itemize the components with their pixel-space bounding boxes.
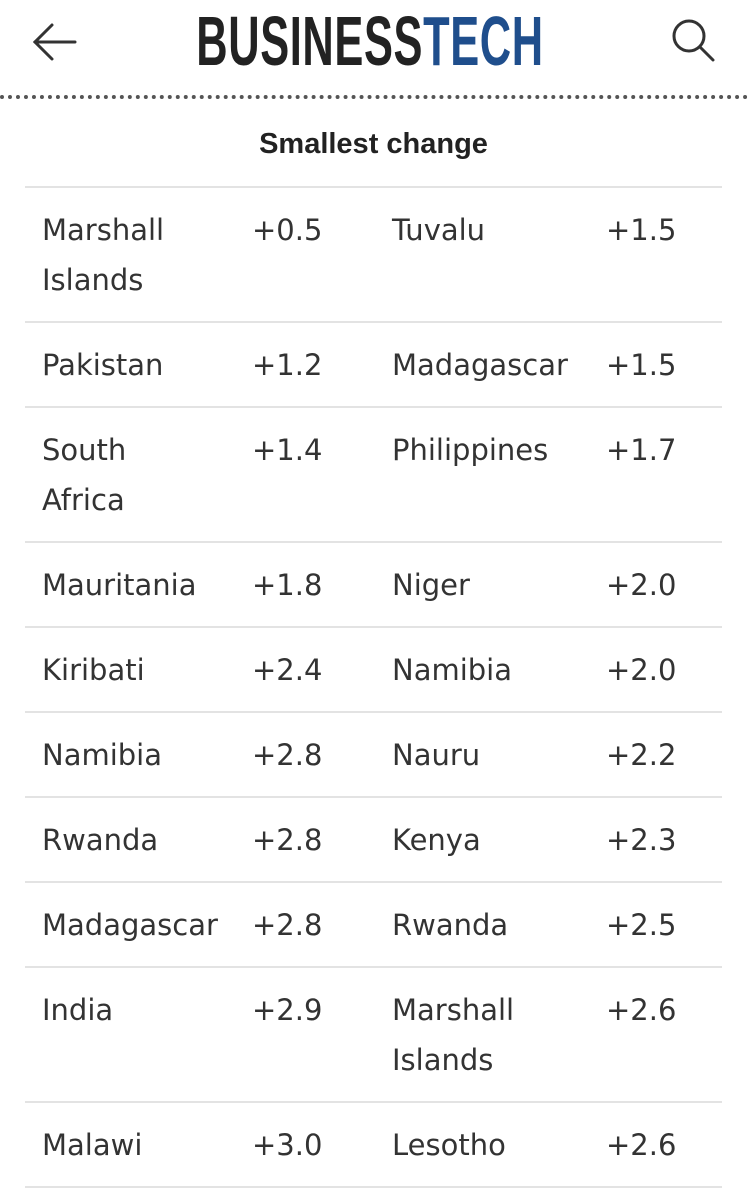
value-cell: +2.8 [240,711,380,798]
value-cell: +2.8 [240,881,380,968]
logo-part: TECH [423,2,544,80]
country-cell: Kenya [380,796,595,883]
table-row: South Africa +1.4 Philippines +1.7 [25,406,722,543]
country-cell: Nauru [380,711,595,798]
value-cell: +1.5 [595,321,722,408]
logo[interactable]: BUSINESSTECH [196,6,543,76]
header-icons [32,19,715,62]
country-cell: Namibia [25,711,240,798]
country-cell: Lesotho [380,1101,595,1188]
table-title: Smallest change [259,128,488,160]
header: BUSINESSTECH [0,0,748,96]
country-cell: Pakistan [25,321,240,408]
country-cell: India [25,966,240,1103]
value-cell: +1.2 [240,321,380,408]
value-cell: +2.0 [595,626,722,713]
table: Marshall Islands +0.5 Tuvalu +1.5 Pakistan +1… [25,186,722,1188]
value-cell: +2.4 [240,626,380,713]
value-cell: +1.5 [595,186,722,323]
country-cell: Tuvalu [380,186,595,323]
country-cell: South Africa [25,406,240,543]
country-cell: Mauritania [25,541,240,628]
country-cell: Malawi [25,1101,240,1188]
value-cell: +2.6 [595,966,722,1103]
table-row: Malawi +3.0 Lesotho +2.6 [25,1101,722,1188]
table-row: Rwanda +2.8 Kenya +2.3 [25,796,722,883]
value-cell: +2.3 [595,796,722,883]
country-cell: Madagascar [25,881,240,968]
table-row: Marshall Islands +0.5 Tuvalu +1.5 [25,186,722,323]
value-cell: +2.5 [595,881,722,968]
country-cell: Namibia [380,626,595,713]
country-cell: Rwanda [380,881,595,968]
country-cell: Marshall Islands [25,186,240,323]
value-cell: +3.0 [240,1101,380,1188]
country-cell: Niger [380,541,595,628]
value-cell: +0.5 [240,186,380,323]
value-cell: +1.4 [240,406,380,543]
logo-part: BUSINESS [196,2,424,80]
value-cell: +2.0 [595,541,722,628]
table-row: Madagascar +2.8 Rwanda +2.5 [25,881,722,968]
value-cell: +2.8 [240,796,380,883]
back-button[interactable] [32,23,77,61]
value-cell: +1.7 [595,406,722,543]
divider [0,95,748,99]
country-cell: Philippines [380,406,595,543]
table-row: Namibia +2.8 Nauru +2.2 [25,711,722,798]
table-row: Pakistan +1.2 Madagascar +1.5 [25,321,722,408]
table-row: India +2.9 Marshall Islands +2.6 [25,966,722,1103]
value-cell: +2.9 [240,966,380,1103]
search-button[interactable] [672,19,715,62]
table-body: Marshall Islands +0.5 Tuvalu +1.5 Pakistan +1… [25,186,722,1188]
country-cell: Kiribati [25,626,240,713]
table-row: Mauritania +1.8 Niger +2.0 [25,541,722,628]
country-cell: Madagascar [380,321,595,408]
value-cell: +2.2 [595,711,722,798]
value-cell: +2.6 [595,1101,722,1188]
country-cell: Rwanda [25,796,240,883]
table-row: Kiribati +2.4 Namibia +2.0 [25,626,722,713]
value-cell: +1.8 [240,541,380,628]
country-cell: Marshall Islands [380,966,595,1103]
